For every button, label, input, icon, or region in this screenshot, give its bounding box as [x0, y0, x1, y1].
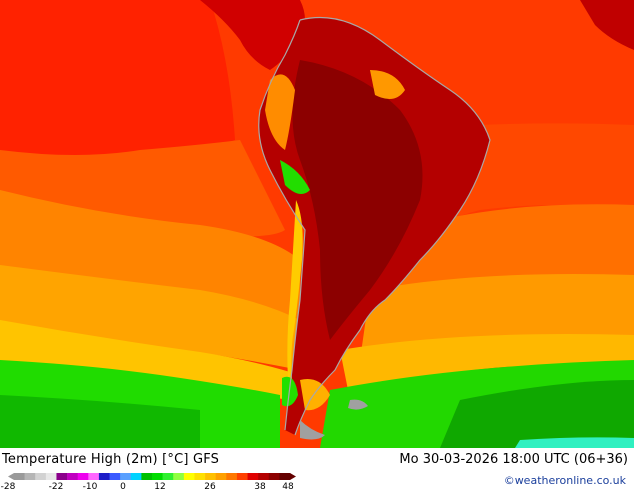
legend-swatch: [77, 473, 89, 480]
pacific-mild-band: [0, 265, 300, 370]
pacific-tropical-band: [0, 0, 235, 165]
legend-swatch: [14, 473, 25, 480]
legend-tick-label: -22: [49, 482, 64, 490]
map-title: Temperature High (2m) [°C] GFS: [2, 452, 220, 467]
legend-high-arrow: [290, 473, 296, 480]
legend-swatch: [45, 473, 57, 480]
africa-edge-land: [580, 0, 634, 50]
patagonia-mild-patch: [300, 379, 330, 411]
atlantic-warm-band: [360, 274, 634, 360]
legend-swatch: [162, 473, 174, 480]
pacific-warm-band: [0, 190, 300, 320]
legend-swatch: [98, 473, 110, 480]
legend-tick-label: -10: [83, 482, 98, 490]
legend-tick-label: 26: [204, 482, 216, 490]
legend-tick-label: 12: [154, 482, 165, 490]
legend-low-arrow: [8, 473, 14, 480]
legend-swatch: [88, 473, 100, 480]
legend-swatch: [56, 473, 68, 480]
legend-swatch: [152, 473, 163, 480]
tierra-del-fuego: [300, 420, 325, 440]
guiana-warm-patch: [370, 70, 405, 99]
legend-swatch: [279, 473, 291, 480]
legend-swatch: [268, 473, 280, 480]
legend-swatch: [194, 473, 206, 480]
legend-swatch: [130, 473, 142, 480]
legend-swatch: [205, 473, 216, 480]
legend-swatch: [226, 473, 238, 480]
legend-swatch: [109, 473, 121, 480]
southern-ocean-colder-band: [0, 395, 200, 448]
legend-swatch: [120, 473, 132, 480]
central-america-land: [200, 0, 305, 70]
andes-south-cool-strip: [287, 200, 303, 380]
legend-ticks: -28 -22 -10 0 12 26 38 48: [1, 482, 294, 490]
andes-cold-patch: [280, 160, 310, 194]
legend-swatch: [67, 473, 78, 480]
atlantic-colder-band: [440, 380, 634, 448]
legend-swatch: [141, 473, 153, 480]
pacific-cool-band: [0, 320, 290, 400]
legend-swatch: [183, 473, 195, 480]
temperature-map[interactable]: [0, 0, 634, 448]
pacific-coastline: [258, 19, 306, 431]
legend-tick-label: 38: [254, 482, 266, 490]
legend-swatch: [35, 473, 47, 480]
map-canvas: [0, 0, 634, 448]
atlantic-mild-band: [340, 334, 634, 400]
credit-link[interactable]: ©weatheronline.co.uk: [503, 474, 626, 487]
falkland-islands: [348, 399, 368, 410]
legend-tick-label: 0: [120, 482, 126, 490]
patagonia-cold-patch: [282, 376, 298, 407]
legend-tick-label: 48: [282, 482, 294, 490]
legend-bars: [8, 473, 296, 480]
legend-swatch: [215, 473, 227, 480]
atlantic-coastline: [294, 16, 491, 436]
antarctic-cyan-band: [515, 437, 634, 448]
atlantic-subtropical-band: [390, 204, 634, 300]
valid-time: Mo 30-03-2026 18:00 UTC (06+36): [399, 452, 628, 467]
legend-swatch: [247, 473, 259, 480]
hottest-core-land: [292, 60, 423, 340]
legend-swatch: [173, 473, 185, 480]
legend-swatch: [258, 473, 270, 480]
legend-swatch: [24, 473, 36, 480]
map-footer: Temperature High (2m) [°C] GFS Mo 30-03-…: [0, 448, 634, 490]
legend-tick-label: -28: [1, 482, 16, 490]
color-legend: -28 -22 -10 0 12 26 38 48: [1, 473, 296, 490]
andes-north-warm-strip: [265, 74, 295, 150]
legend-swatch: [236, 473, 248, 480]
